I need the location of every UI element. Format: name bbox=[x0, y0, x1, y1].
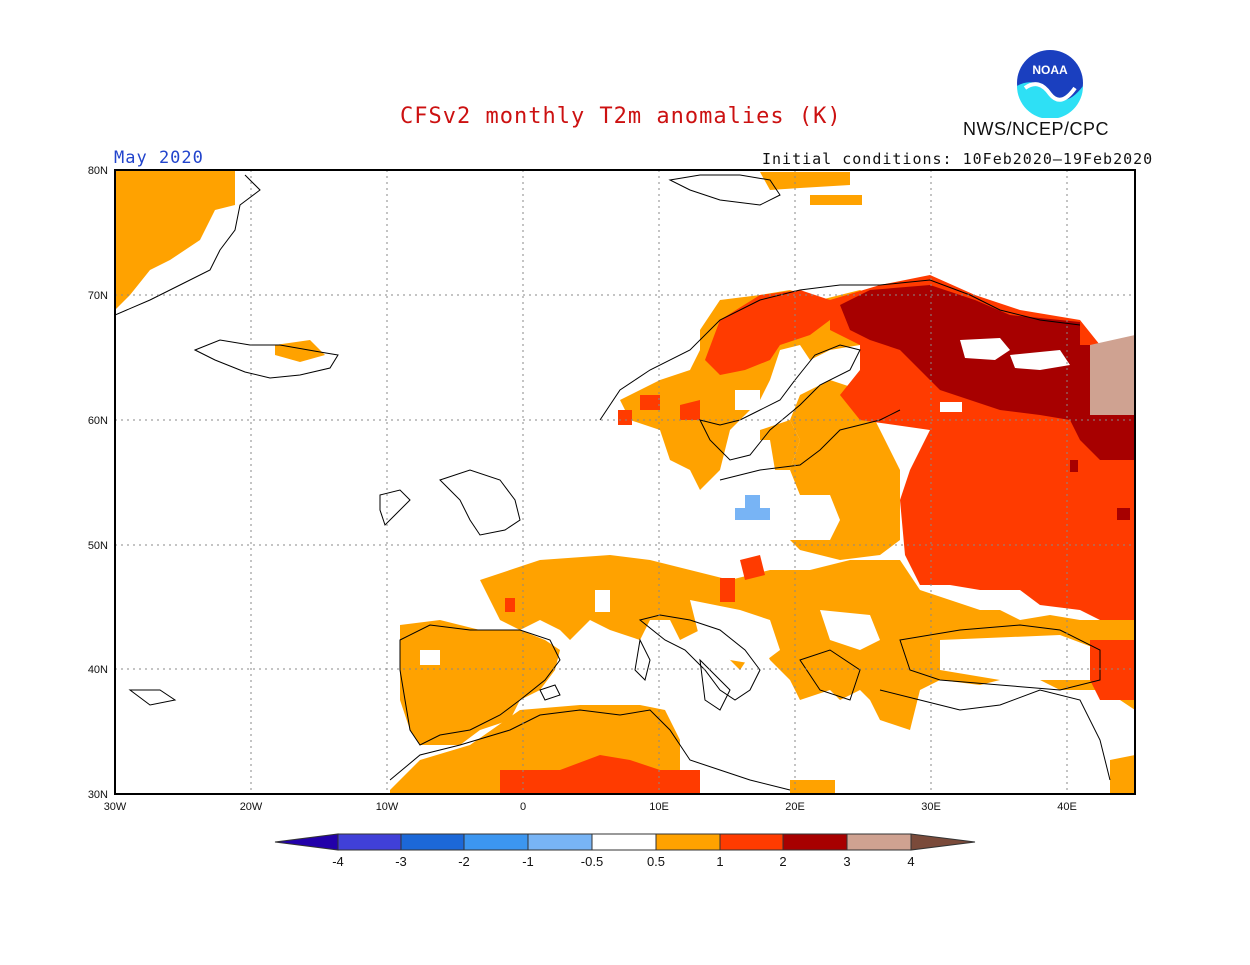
latitude-labels: 30N 40N 50N 60N 70N 80N bbox=[88, 165, 108, 801]
colorbar-label: -4 bbox=[332, 854, 344, 869]
forecast-month: May 2020 bbox=[114, 148, 204, 168]
negative-anomaly-region bbox=[735, 495, 770, 520]
colorbar-label: -2 bbox=[458, 854, 470, 869]
map-frame bbox=[114, 169, 1136, 795]
near-normal-gaps bbox=[420, 390, 1100, 720]
lon-tick-label: 20E bbox=[785, 801, 805, 813]
colorbar-label: -1 bbox=[522, 854, 534, 869]
colorbar-labels: -4 -3 -2 -1 -0.5 0.5 1 2 3 4 bbox=[332, 854, 914, 869]
colorbar-label: -0.5 bbox=[581, 854, 603, 869]
longitude-labels: 30W 20W 10W 0 10E 20E 30E 40E bbox=[104, 801, 1077, 813]
colorbar-label: 0.5 bbox=[647, 854, 665, 869]
colorbar-swatch bbox=[527, 833, 593, 851]
noaa-logo: NOAA bbox=[1015, 48, 1085, 119]
lat-tick-label: 60N bbox=[88, 415, 108, 427]
lat-tick-label: 70N bbox=[88, 290, 108, 302]
lon-tick-label: 10E bbox=[649, 801, 669, 813]
map-title: CFSv2 monthly T2m anomalies (K) bbox=[400, 104, 842, 129]
colorbar-label: -3 bbox=[395, 854, 407, 869]
coastlines bbox=[115, 174, 1111, 791]
lon-tick-label: 0 bbox=[520, 801, 526, 813]
colorbar-label: 4 bbox=[907, 854, 914, 869]
colorbar-low-arrow bbox=[274, 833, 339, 851]
initial-conditions: Initial conditions: 10Feb2020–19Feb2020 bbox=[762, 150, 1154, 168]
graticule bbox=[115, 170, 1135, 794]
white-patches-north bbox=[940, 338, 1070, 412]
lat-tick-label: 40N bbox=[88, 664, 108, 676]
lat-tick-label: 80N bbox=[88, 165, 108, 177]
colorbar-swatch bbox=[400, 833, 465, 851]
lat-tick-label: 50N bbox=[88, 540, 108, 552]
colorbar-high-arrow bbox=[910, 833, 976, 851]
colorbar-swatch bbox=[655, 833, 721, 851]
lon-tick-label: 10W bbox=[376, 801, 399, 813]
colorbar-label: 2 bbox=[779, 854, 786, 869]
noaa-logo-text: NOAA bbox=[1032, 63, 1068, 77]
colorbar-swatch bbox=[591, 833, 657, 851]
colorbar-swatch bbox=[782, 833, 848, 851]
lon-tick-label: 40E bbox=[1057, 801, 1077, 813]
anomaly-fields bbox=[115, 170, 1135, 794]
lon-tick-label: 20W bbox=[240, 801, 263, 813]
colorbar-label: 3 bbox=[843, 854, 850, 869]
lat-tick-label: 30N bbox=[88, 789, 108, 801]
agency-label: NWS/NCEP/CPC bbox=[963, 119, 1110, 139]
colorbar-swatch bbox=[719, 833, 784, 851]
colorbar-swatch bbox=[337, 833, 402, 851]
anomaly-3-4-region bbox=[1090, 335, 1135, 415]
colorbar-swatch bbox=[846, 833, 912, 851]
lon-tick-label: 30W bbox=[104, 801, 127, 813]
anomaly-2-3-regions bbox=[840, 285, 1135, 520]
lon-tick-label: 30E bbox=[921, 801, 941, 813]
colorbar bbox=[274, 833, 976, 851]
colorbar-swatch bbox=[463, 833, 529, 851]
colorbar-label: 1 bbox=[716, 854, 723, 869]
